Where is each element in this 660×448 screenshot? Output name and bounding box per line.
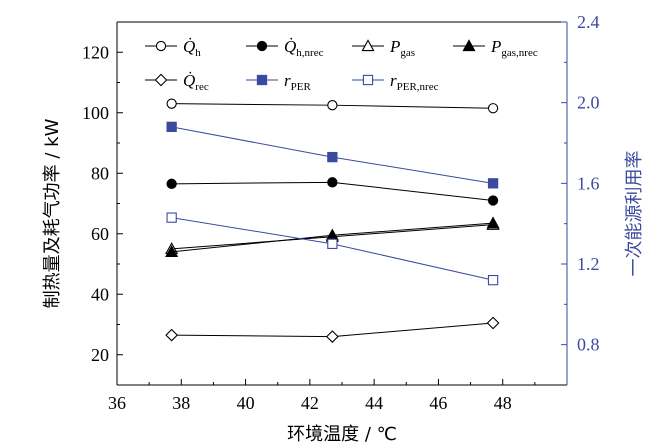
x-tick-label: 48 [494,393,512,413]
y-axis-left-title: 制热量及耗气功率 / kW [42,118,63,308]
series-Q̇h [166,98,499,114]
y-right-tick-label: 1.6 [577,173,600,193]
series-Q̇h,nrec [166,177,499,206]
data-point [327,177,338,188]
data-point [486,216,500,229]
legend-label: Pgas,nrec [490,37,538,59]
y-right-tick-label: 1.2 [577,254,600,274]
x-tick-label: 42 [301,393,319,413]
x-tick-label: 46 [429,393,447,413]
legend-item: Q̇h,nrec [246,37,324,59]
y-left-tick-label: 60 [91,224,109,244]
legend-item: rPER [246,71,311,93]
y-left-tick-label: 40 [91,284,109,304]
series-rPER,nrec [166,212,499,286]
legend-label: Q̇h [183,37,201,59]
y-left-tick-label: 100 [82,103,109,123]
legend-marker [462,39,476,52]
data-point [165,328,179,342]
x-tick-label: 36 [108,393,126,413]
legend-marker [155,40,167,52]
legend-label: rPER,nrec [390,71,439,93]
legend-marker [154,73,168,87]
series-layer [165,98,500,343]
legend-marker [256,74,268,86]
data-point [327,151,338,163]
data-point [327,238,338,249]
y-left-tick-label: 20 [91,345,109,365]
data-point [166,212,177,223]
series-Q̇rec [165,316,500,343]
legend-item: Q̇h [145,37,201,59]
x-tick-label: 40 [237,393,255,413]
y-axis-right-title: 一次能源利用率 [624,151,645,277]
legend-label: Q̇rec [183,71,209,93]
data-point [166,178,177,189]
x-tick-label: 38 [172,393,190,413]
series-rPER [166,121,499,189]
legend-item: Pgas,nrec [453,37,538,59]
data-point [487,178,499,189]
legend-item: Q̇rec [145,71,209,93]
y-right-tick-label: 2.0 [577,93,600,113]
legend-marker [361,39,375,52]
legend-marker [256,40,268,52]
legend-label: rPER [284,71,311,93]
data-point [487,195,499,206]
data-point [327,100,338,111]
y-right-tick-label: 0.8 [577,335,600,355]
data-point [487,103,499,114]
data-point [166,121,177,133]
legend-item: Pgas [352,37,415,59]
legend-item: rPER,nrec [352,71,439,93]
series-Pgas,nrec [165,216,500,258]
data-point [165,245,179,258]
x-tick-label: 44 [365,393,383,413]
data-point [487,274,499,286]
legend: Q̇h Q̇h,nrec Pgas Pgas,nrec Q̇rec rPER rPER,nr… [145,37,538,93]
legend-label: Q̇h,nrec [284,37,324,59]
legend-marker [362,74,374,86]
data-point [166,98,177,109]
legend-label: Pgas [389,37,415,59]
x-axis-title: 环境温度 / ℃ [287,424,397,445]
y-right-tick-label: 2.4 [577,12,600,32]
axis-ticks: 36 38 40 42 44 46 48 20 40 60 80 100 120 0.8 1.2 1.6 2.0… [82,12,600,413]
data-point [325,330,339,343]
y-left-tick-label: 80 [91,163,109,183]
y-left-tick-label: 120 [82,42,109,62]
data-point [486,316,500,330]
